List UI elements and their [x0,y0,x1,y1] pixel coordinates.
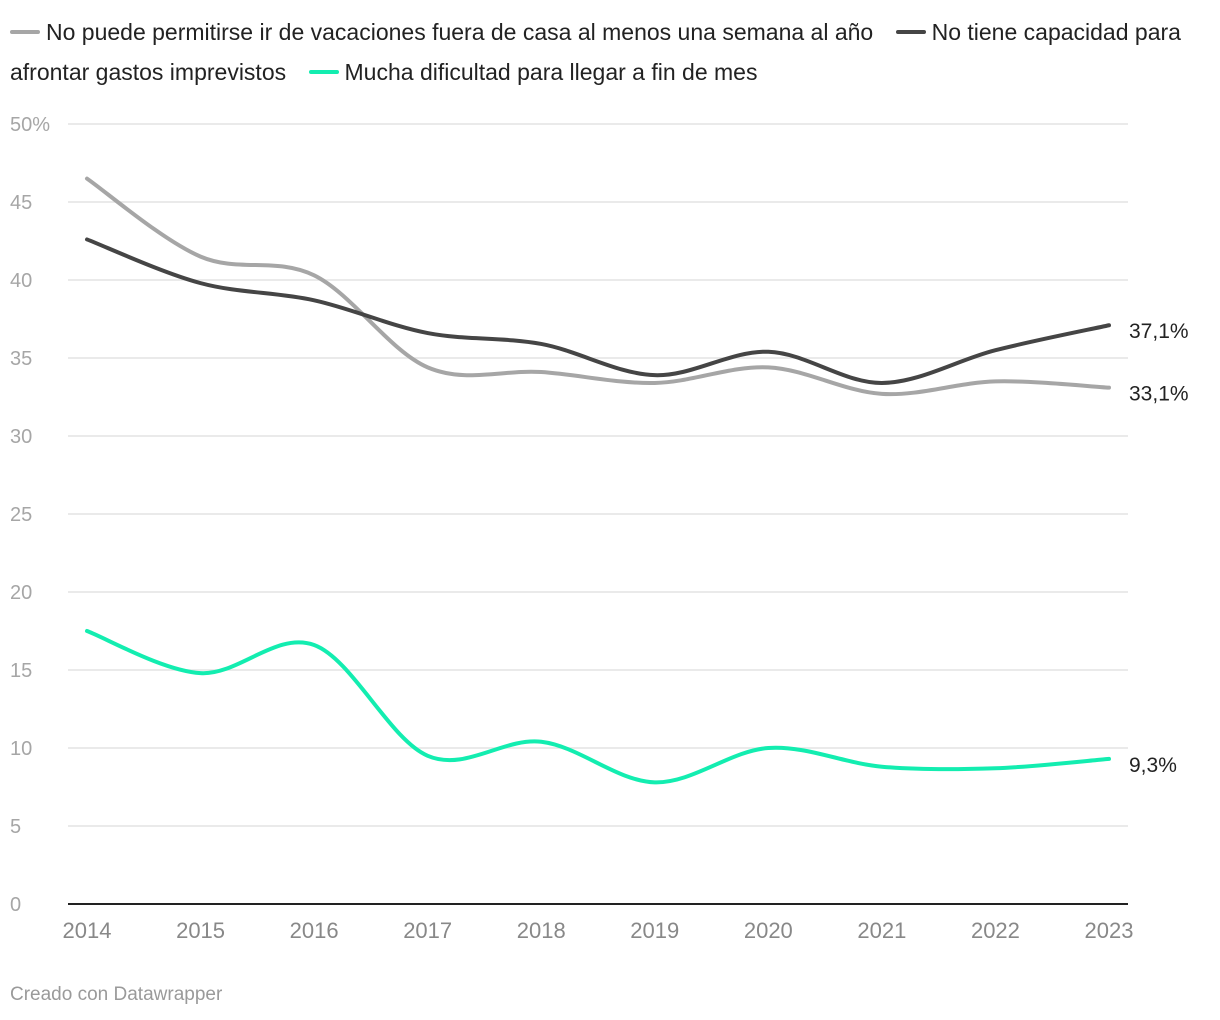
legend-swatch-fin-de-mes [308,69,339,74]
x-tick-label: 2014 [63,918,112,943]
x-tick-label: 2023 [1085,918,1134,943]
y-tick-label: 40 [10,270,32,292]
x-tick-label: 2015 [176,918,225,943]
legend-label-fin-de-mes: Mucha dificultad para llegar a fin de me… [344,59,758,85]
x-tick-label: 2016 [290,918,339,943]
y-tick-label: 20 [10,582,32,604]
legend-item-vacaciones: No puede permitirse ir de vacaciones fue… [10,19,873,45]
y-tick-label: 10 [10,738,32,760]
x-tick-label: 2020 [744,918,793,943]
end-label-fin-de-mes: 9,3% [1129,754,1177,777]
series-line-vacaciones [85,176,1111,397]
legend-item-gastos: No tiene capacidad para afrontar gastos … [10,19,1181,85]
y-tick-label: 0 [10,894,21,916]
legend-label-gastos: No tiene capacidad para afrontar gastos … [10,19,1181,85]
x-tick-label: 2022 [971,918,1020,943]
y-tick-label: 45 [10,192,32,214]
x-tick-label: 2021 [857,918,906,943]
series-line-fin-de-mes [85,629,1111,785]
y-tick-label: 35 [10,348,32,370]
y-tick-label: 30 [10,426,32,448]
end-labels: 33,1% 37,1% 9,3% [1129,320,1189,777]
x-axis-ticks: 2014 2015 2016 2017 2018 2019 2020 2021 2022 2023 [63,918,1134,943]
grid [68,123,1128,905]
end-label-gastos: 37,1% [1129,320,1189,343]
y-tick-label: 15 [10,660,32,682]
legend-swatch-vacaciones [10,29,40,34]
legend: No puede permitirse ir de vacaciones fue… [10,12,1200,92]
legend-label-vacaciones: No puede permitirse ir de vacaciones fue… [46,19,874,45]
end-label-vacaciones: 33,1% [1129,383,1189,406]
legend-item-fin-de-mes: Mucha dificultad para llegar a fin de me… [308,59,758,85]
legend-swatch-gastos [895,29,926,34]
series-lines [85,176,1111,785]
y-tick-label: 25 [10,504,32,526]
x-tick-label: 2018 [517,918,566,943]
x-tick-label: 2019 [630,918,679,943]
footer-credit: Creado con Datawrapper [10,984,223,1005]
series-line-gastos [85,237,1111,385]
x-tick-label: 2017 [403,918,452,943]
y-axis-ticks: 50% 45 40 35 30 25 20 15 10 5 0 [10,114,50,916]
y-tick-label: 5 [10,816,21,838]
y-tick-label: 50% [10,114,50,136]
